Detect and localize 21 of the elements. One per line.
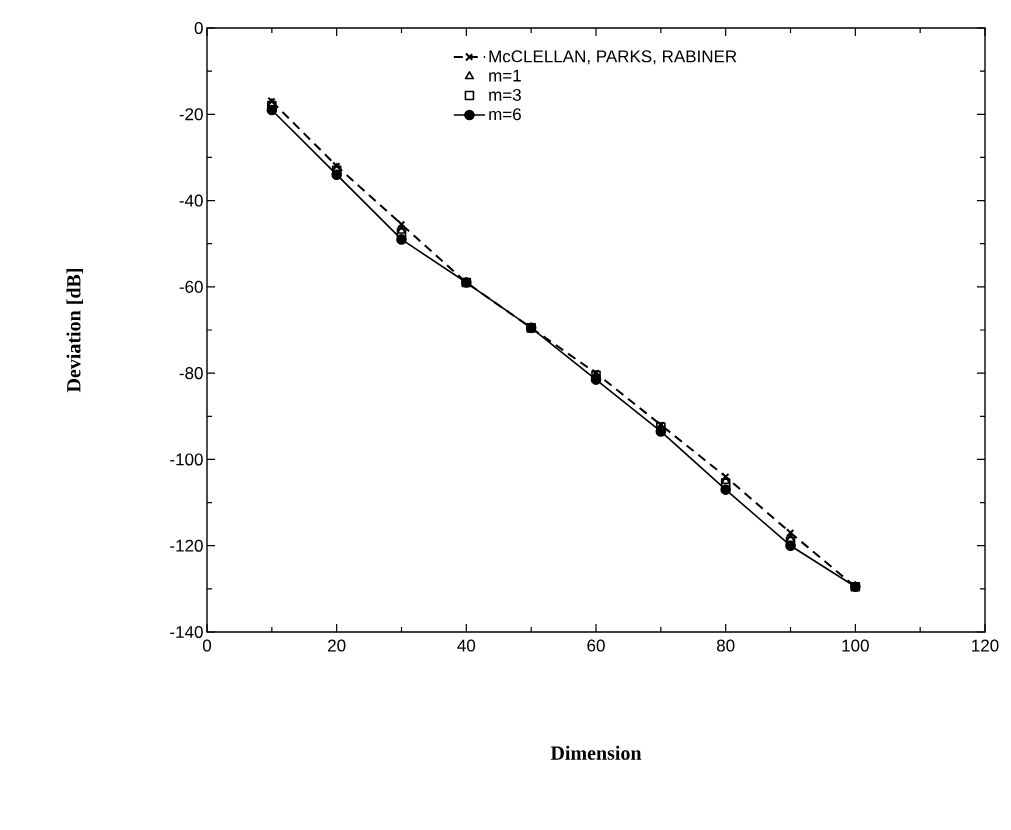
x-tick-label: 0 — [202, 639, 212, 652]
legend-label: m=1 — [489, 69, 521, 82]
x-tick-label: 60 — [587, 639, 605, 652]
legend-label: m=6 — [489, 108, 521, 121]
x-axis-title: Dimension — [550, 745, 642, 760]
x-tick-label: 20 — [328, 639, 346, 652]
y-tick-label: -40 — [179, 194, 203, 207]
y-tick-label: -80 — [179, 367, 203, 380]
y-axis-title: Deviation [dB] — [66, 268, 84, 393]
y-tick-label: -20 — [179, 108, 203, 121]
x-tick-label: 100 — [842, 639, 869, 652]
y-tick-label: -60 — [179, 280, 203, 293]
y-tick-label: -120 — [170, 539, 203, 552]
x-tick-label: 40 — [457, 639, 476, 652]
legend-label: m=3 — [489, 88, 521, 101]
x-tick-label: 80 — [716, 639, 735, 652]
y-tick-label: -100 — [170, 453, 203, 466]
y-tick-label: 0 — [194, 21, 203, 35]
legend-label: McCLELLAN, PARKS, RABINER — [489, 50, 737, 65]
x-tick-label: 120 — [972, 639, 999, 652]
y-tick-label: -140 — [170, 625, 203, 639]
